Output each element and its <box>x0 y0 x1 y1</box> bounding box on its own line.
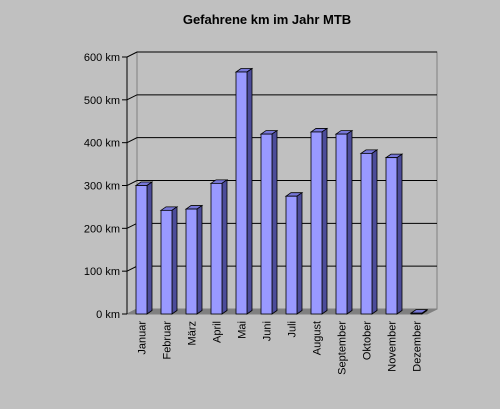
bar-side <box>346 129 353 315</box>
y-tick-label: 200 km <box>84 223 120 235</box>
y-tick-label: 600 km <box>84 52 120 64</box>
x-tick-label: August <box>311 321 323 355</box>
gridline <box>126 51 437 58</box>
bar-front <box>335 133 348 315</box>
x-tick-label: Juli <box>286 321 298 338</box>
bar-side <box>321 127 328 315</box>
x-tick-label: Februar <box>161 321 173 360</box>
bar-side <box>296 191 303 315</box>
chart-title: Gefahrene km im Jahr MTB <box>183 12 351 27</box>
bar-front <box>135 185 148 315</box>
bar-front <box>285 195 298 315</box>
bar-side <box>396 153 403 315</box>
y-tick-label: 300 km <box>84 181 120 193</box>
bar-front <box>185 208 198 315</box>
bar-side <box>246 67 253 315</box>
x-axis-tick-labels: Januar Februar März April Mai Juni Juli August S… <box>136 321 423 375</box>
gridline <box>126 94 437 101</box>
bar-März <box>184 204 204 315</box>
x-tick-label: Dezember <box>411 321 423 372</box>
bar-Oktober <box>359 149 379 315</box>
bar-side <box>171 206 178 315</box>
x-tick-label: März <box>186 321 198 345</box>
bar-front <box>210 182 223 315</box>
x-tick-label: Oktober <box>361 321 373 360</box>
bar-side <box>271 129 278 315</box>
x-tick-label: Mai <box>236 321 248 339</box>
floor <box>126 308 438 315</box>
bar-November <box>384 153 404 315</box>
y-tick-label: 500 km <box>84 95 120 107</box>
bar-Mai <box>234 67 254 315</box>
x-tick-label: September <box>336 321 348 375</box>
bar-front <box>160 209 173 315</box>
bar-Juli <box>284 191 304 315</box>
x-tick-label: April <box>211 321 223 343</box>
bar-front <box>310 131 323 315</box>
bar-Dezember <box>409 308 429 315</box>
bar-front <box>385 157 398 315</box>
y-tick-label: 100 km <box>84 266 120 278</box>
bar-Juni <box>259 129 279 315</box>
bar-August <box>309 127 329 315</box>
bar-front <box>410 312 423 315</box>
bar-front <box>235 71 248 315</box>
bar-Februar <box>159 206 179 315</box>
bar-front <box>360 152 373 315</box>
x-tick-label: Juni <box>261 321 273 341</box>
bar-front <box>260 133 273 315</box>
x-tick-label: November <box>386 321 398 372</box>
y-tick-label: 400 km <box>84 138 120 150</box>
bars <box>134 67 429 315</box>
bar-side <box>196 204 203 315</box>
bar-Januar <box>134 181 154 315</box>
bar-side <box>146 181 153 315</box>
y-axis-tick-labels: 0 km 100 km 200 km 300 km 400 km 500 km 600 km <box>84 52 128 321</box>
y-tick-label: 0 km <box>96 309 120 321</box>
bar-side <box>221 179 228 315</box>
x-tick-label: Januar <box>136 321 148 355</box>
bar-September <box>334 129 354 315</box>
bar-side <box>371 149 378 315</box>
bar-April <box>209 179 229 315</box>
